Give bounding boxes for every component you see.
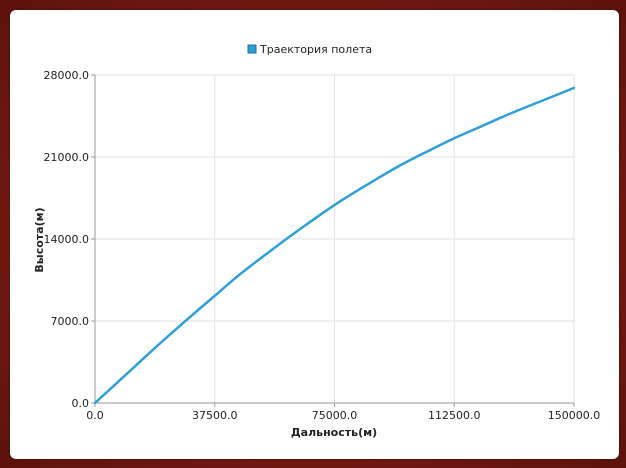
y-tick-label: 0.0	[72, 397, 90, 410]
x-tick-label: 37500.0	[192, 409, 238, 422]
x-tick-label: 75000.0	[312, 409, 358, 422]
axes	[91, 74, 575, 407]
x-tick-label: 150000.0	[548, 409, 601, 422]
x-tick-label: 0.0	[86, 409, 104, 422]
y-tick-label: 14000.0	[44, 233, 90, 246]
series-line-0[interactable]	[93, 86, 576, 405]
y-tick-labels: 0.0 7000.0 14000.0 21000.0 28000.0	[44, 69, 90, 410]
y-tick-label: 28000.0	[44, 69, 90, 82]
legend[interactable]: Траектория полета	[247, 43, 372, 56]
y-tick-label: 21000.0	[44, 151, 90, 164]
y-tick-label: 7000.0	[51, 315, 90, 328]
x-axis-title: Дальность(м)	[291, 426, 377, 439]
series-lines	[93, 86, 576, 405]
chart-panel	[10, 10, 619, 459]
x-tick-label: 112500.0	[428, 409, 481, 422]
y-axis-title: Высота(м)	[33, 207, 46, 272]
grid-lines	[95, 74, 575, 403]
legend-swatch	[247, 44, 257, 54]
x-tick-labels: 0.0 37500.0 75000.0 112500.0 150000.0	[86, 409, 600, 422]
legend-label: Траектория полета	[259, 43, 372, 56]
